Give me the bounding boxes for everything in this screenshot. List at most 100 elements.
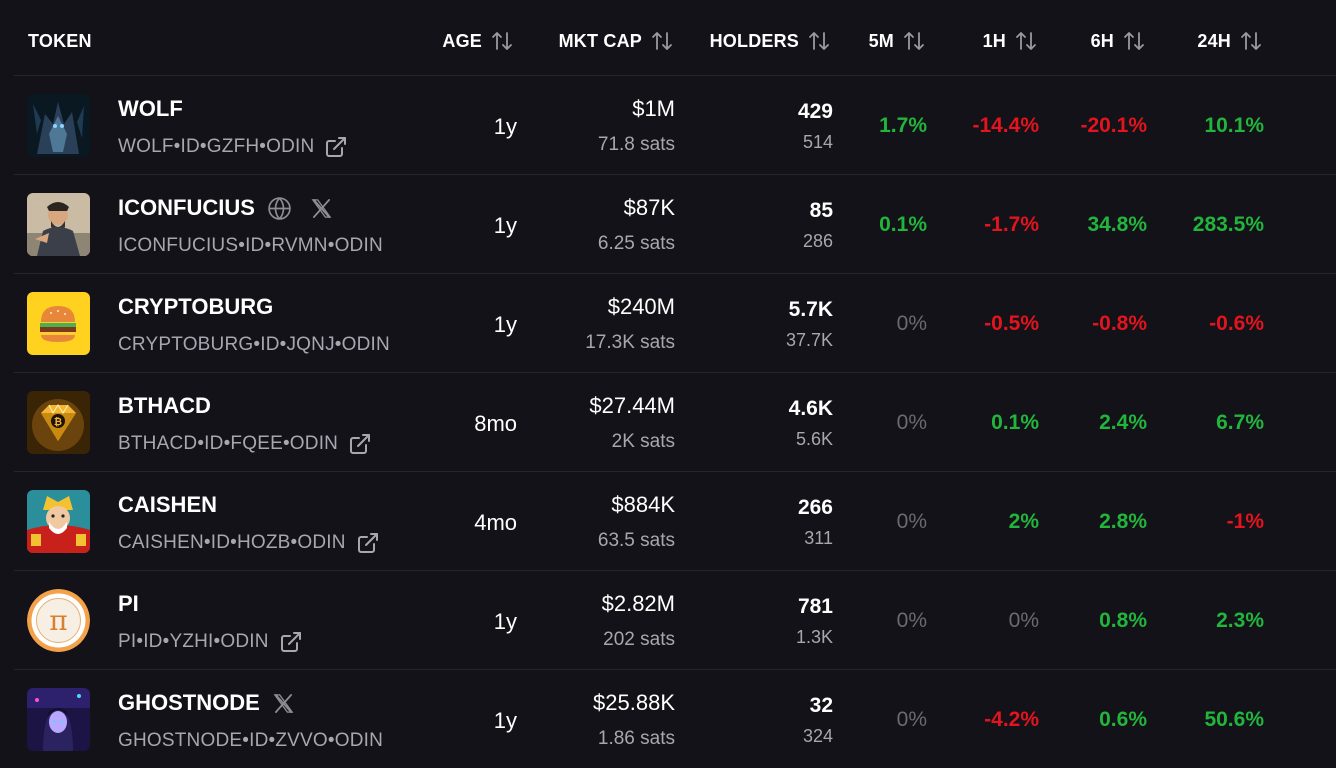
price-sats: 202 sats — [603, 629, 675, 650]
token-ticker: WOLF•ID•GZFH•ODIN — [118, 136, 315, 157]
external-link-icon[interactable] — [279, 630, 303, 654]
price-sats: 6.25 sats — [597, 233, 675, 254]
market-cap-value: $1M — [632, 96, 675, 121]
change-6h: -20.1% — [1080, 114, 1147, 137]
change-1h: -1.7% — [984, 213, 1039, 236]
age-value: 1y — [493, 114, 517, 139]
change-5m: 0% — [896, 609, 927, 632]
table-row[interactable]: WOLF WOLF•ID•GZFH•ODIN 1y $1M 71.8 sats … — [0, 76, 1336, 175]
table-row[interactable]: CAISHEN CAISHEN•ID•HOZB•ODIN 4mo $884K 6… — [0, 472, 1336, 571]
token-ticker: CRYPTOBURG•ID•JQNJ•ODIN — [118, 334, 390, 355]
change-6h: 2.8% — [1099, 510, 1147, 533]
token-ticker-line: BTHACD•ID•FQEE•ODIN — [118, 432, 418, 456]
change-6h: -0.8% — [1092, 312, 1147, 335]
column-age-sort[interactable]: AGE — [442, 29, 514, 53]
sort-arrows-icon — [902, 29, 926, 53]
holders-value: 85 — [809, 199, 833, 222]
market-cap-value: $2.82M — [601, 591, 675, 616]
token-ticker-line: CAISHEN•ID•HOZB•ODIN — [118, 531, 418, 555]
table-row[interactable]: ₿ BTHACD BTHACD•ID•FQEE•ODIN 8mo $27.44M… — [0, 373, 1336, 472]
column-5m-sort[interactable]: 5M — [869, 29, 926, 53]
token-name-line: CAISHEN — [118, 492, 217, 518]
market-cap-value: $884K — [611, 492, 675, 517]
table-row[interactable]: ICONFUCIUS ICONFUCIUS•ID•RVMN•ODIN 1y $8… — [0, 175, 1336, 274]
token-name[interactable]: CRYPTOBURG — [118, 294, 274, 319]
token-ticker: ICONFUCIUS•ID•RVMN•ODIN — [118, 235, 383, 256]
external-link-icon[interactable] — [356, 531, 380, 555]
token-name[interactable]: BTHACD — [118, 393, 211, 418]
change-6h: 34.8% — [1087, 213, 1147, 236]
holders-secondary: 324 — [802, 726, 833, 746]
token-name-line: PI — [118, 591, 139, 617]
change-1h: -14.4% — [972, 114, 1039, 137]
change-24h: 283.5% — [1192, 213, 1264, 236]
change-5m: 0% — [896, 312, 927, 335]
change-6h: 0.8% — [1099, 609, 1147, 632]
external-link-icon[interactable] — [348, 432, 372, 456]
token-name[interactable]: CAISHEN — [118, 492, 218, 517]
token-name[interactable]: GHOSTNODE — [118, 690, 260, 715]
holders-value: 4.6K — [788, 397, 833, 420]
external-link-icon[interactable] — [324, 135, 348, 159]
token-logo-iconfucius — [27, 193, 90, 256]
market-cap-value: $240M — [607, 294, 675, 319]
price-sats: 1.86 sats — [597, 728, 675, 749]
change-1h: 0% — [1008, 609, 1039, 632]
divider — [14, 273, 1336, 274]
price-sats: 2K sats — [611, 431, 675, 452]
x-twitter-icon[interactable] — [272, 692, 295, 715]
svg-text:π: π — [49, 604, 67, 637]
token-ticker-line: WOLF•ID•GZFH•ODIN — [118, 135, 418, 159]
holders-secondary: 1.3K — [795, 627, 833, 647]
column-holders-sort[interactable]: HOLDERS — [710, 29, 831, 53]
holders-value: 429 — [797, 100, 833, 123]
column-token: TOKEN — [28, 30, 92, 51]
divider — [14, 372, 1336, 373]
change-5m: 0% — [896, 510, 927, 533]
age-value: 1y — [493, 609, 517, 634]
change-5m: 0% — [896, 411, 927, 434]
token-ticker-line: GHOSTNODE•ID•ZVVO•ODIN — [118, 729, 418, 753]
change-24h: 50.6% — [1204, 708, 1264, 731]
globe-icon[interactable] — [267, 196, 292, 221]
divider — [14, 471, 1336, 472]
token-logo-pi: π — [27, 589, 90, 652]
token-logo-wolf — [27, 94, 90, 157]
price-sats: 17.3K sats — [585, 332, 675, 353]
table-row[interactable]: GHOSTNODE GHOSTNODE•ID•ZVVO•ODIN 1y $25.… — [0, 670, 1336, 768]
market-cap-value: $25.88K — [593, 690, 675, 715]
token-name[interactable]: PI — [118, 591, 139, 616]
token-ticker-line: CRYPTOBURG•ID•JQNJ•ODIN — [118, 333, 418, 357]
holders-value: 781 — [797, 595, 833, 618]
table-row[interactable]: π PI PI•ID•YZHI•ODIN 1y $2.82M 202 sats … — [0, 571, 1336, 670]
token-ticker-line: PI•ID•YZHI•ODIN — [118, 630, 418, 654]
change-5m: 0.1% — [879, 213, 927, 236]
sort-arrows-icon — [490, 29, 514, 53]
holders-secondary: 514 — [802, 132, 833, 152]
token-ticker: PI•ID•YZHI•ODIN — [118, 631, 269, 652]
column-6h-sort[interactable]: 6H — [1091, 29, 1146, 53]
holders-secondary: 311 — [804, 528, 833, 548]
divider — [14, 174, 1336, 175]
token-ticker: CAISHEN•ID•HOZB•ODIN — [118, 532, 346, 553]
table-row[interactable]: CRYPTOBURG CRYPTOBURG•ID•JQNJ•ODIN 1y $2… — [0, 274, 1336, 373]
x-twitter-icon[interactable] — [310, 197, 333, 220]
age-value: 1y — [493, 708, 517, 733]
column-mktcap-sort[interactable]: MKT CAP — [559, 29, 674, 53]
divider — [14, 75, 1336, 76]
holders-secondary: 37.7K — [785, 330, 833, 350]
token-name-line: GHOSTNODE — [118, 690, 295, 716]
token-name[interactable]: WOLF — [118, 96, 183, 121]
column-1h-sort[interactable]: 1H — [983, 29, 1038, 53]
change-1h: -4.2% — [984, 708, 1039, 731]
change-24h: 10.1% — [1204, 114, 1264, 137]
token-name-line: WOLF — [118, 96, 183, 122]
sort-arrows-icon — [1239, 29, 1263, 53]
price-sats: 63.5 sats — [597, 530, 675, 551]
token-name[interactable]: ICONFUCIUS — [118, 195, 255, 220]
token-logo-caishen — [27, 490, 90, 553]
change-24h: -1% — [1226, 510, 1264, 533]
column-24h-sort[interactable]: 24H — [1197, 29, 1263, 53]
sort-arrows-icon — [807, 29, 831, 53]
